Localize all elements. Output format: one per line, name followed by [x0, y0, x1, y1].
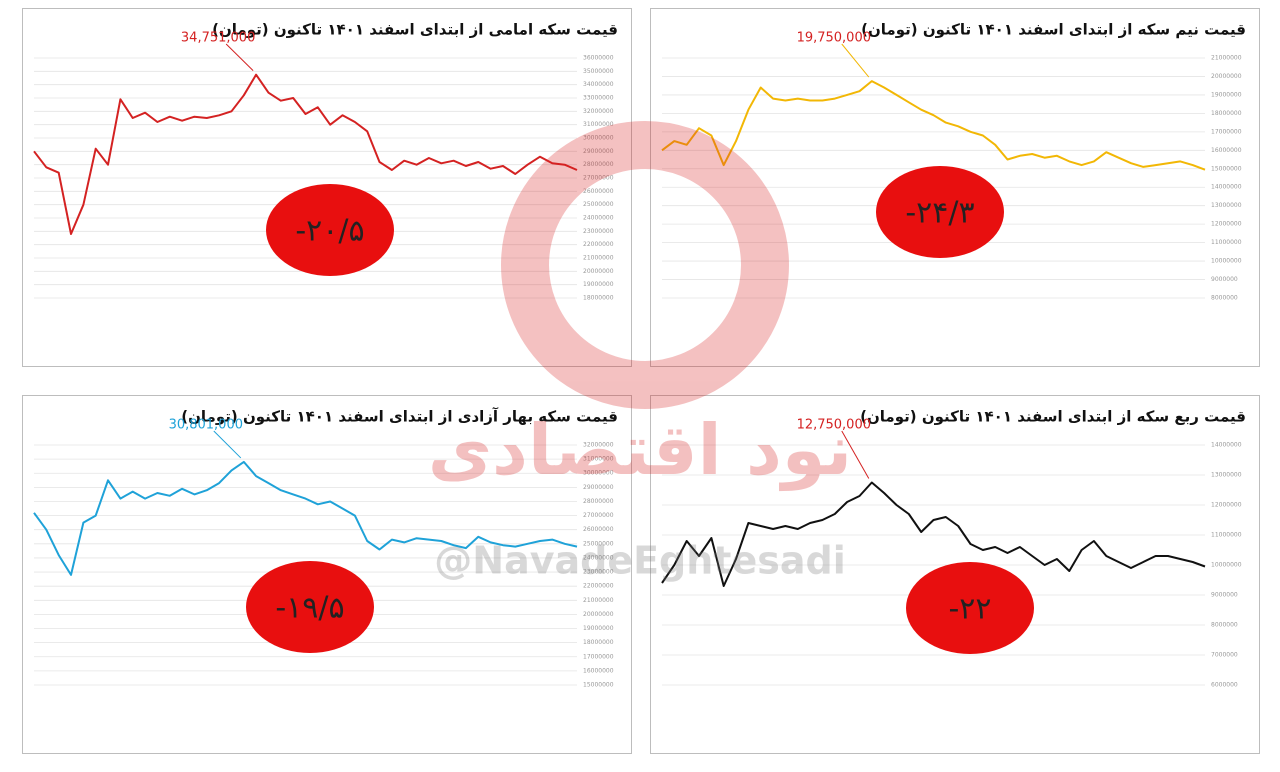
y-tick-label: 17000000 — [1211, 128, 1242, 135]
y-tick-label: 21000000 — [583, 597, 614, 604]
y-tick-label: 32000000 — [583, 442, 614, 449]
y-tick-label: 17000000 — [583, 653, 614, 660]
y-tick-label: 35000000 — [583, 68, 614, 75]
y-tick-label: 15000000 — [583, 682, 614, 689]
peak-arrow — [213, 430, 242, 459]
y-tick-label: 24000000 — [583, 215, 614, 222]
y-tick-label: 20000000 — [1211, 73, 1242, 80]
y-tick-label: 12000000 — [1211, 502, 1242, 509]
y-tick-label: 27000000 — [583, 512, 614, 519]
change-badge — [906, 562, 1034, 654]
y-tick-label: 25000000 — [583, 540, 614, 547]
peak-label: 12,750,000 — [797, 418, 871, 433]
y-tick-label: 33000000 — [583, 95, 614, 102]
change-badge — [266, 184, 394, 276]
chart-title: قیمت سکه امامی از ابتدای اسفند ۱۴۰۱ تاکن… — [212, 21, 618, 39]
y-tick-label: 36000000 — [583, 55, 614, 62]
y-tick-label: 27000000 — [583, 175, 614, 182]
change-label: -۲۲ — [948, 592, 991, 627]
price-line — [661, 481, 1206, 587]
y-tick-label: 23000000 — [583, 228, 614, 235]
y-tick-label: 20000000 — [583, 611, 614, 618]
panels: قیمت سکه امامی از ابتدای اسفند ۱۴۰۱ تاکن… — [22, 8, 1260, 754]
y-tick-label: 32000000 — [583, 108, 614, 115]
y-tick-label: 8000000 — [1211, 622, 1238, 629]
watermark-logo — [501, 121, 789, 409]
y-tick-label: 21000000 — [583, 255, 614, 262]
y-tick-label: 14000000 — [1211, 442, 1242, 449]
y-tick-label: 19000000 — [583, 281, 614, 288]
y-tick-label: 16000000 — [1211, 147, 1242, 154]
y-tick-label: 22000000 — [583, 241, 614, 248]
price-line — [33, 73, 578, 235]
y-tick-label: 31000000 — [583, 456, 614, 463]
y-tick-label: 11000000 — [1211, 532, 1242, 539]
chart-panel: قیمت ربع سکه از ابتدای اسفند ۱۴۰۱ تاکنون… — [650, 395, 1260, 754]
change-badge — [246, 561, 374, 653]
y-tick-label: 24000000 — [583, 554, 614, 561]
y-tick-label: 6000000 — [1211, 682, 1238, 689]
change-label: -۲۴/۳ — [905, 196, 974, 231]
price-line — [33, 460, 578, 576]
peak-arrow — [225, 43, 254, 72]
watermark-handle: @NavadeEghtesadi — [434, 539, 845, 583]
y-tick-label: 15000000 — [1211, 165, 1242, 172]
y-tick-label: 30000000 — [583, 470, 614, 477]
y-tick-label: 23000000 — [583, 569, 614, 576]
peak-arrow — [841, 43, 870, 78]
y-tick-label: 29000000 — [583, 484, 614, 491]
change-label: -۱۹/۵ — [275, 591, 344, 626]
change-label: -۲۰/۵ — [295, 214, 364, 249]
y-tick-label: 13000000 — [1211, 202, 1242, 209]
chart-panel: قیمت سکه بهار آزادی از ابتدای اسفند ۱۴۰۱… — [22, 395, 632, 754]
chart-title: قیمت نیم سکه از ابتدای اسفند ۱۴۰۱ تاکنون… — [861, 21, 1246, 39]
y-tick-label: 14000000 — [1211, 184, 1242, 191]
peak-label: 19,750,000 — [797, 31, 871, 46]
y-tick-label: 22000000 — [583, 583, 614, 590]
y-tick-label: 25000000 — [583, 201, 614, 208]
y-tick-label: 26000000 — [583, 188, 614, 195]
y-tick-label: 8000000 — [1211, 295, 1238, 302]
y-tick-label: 16000000 — [583, 667, 614, 674]
y-tick-label: 29000000 — [583, 148, 614, 155]
y-tick-label: 9000000 — [1211, 592, 1238, 599]
watermark: نود اقتصادی @NavadeEghtesadi — [428, 121, 852, 583]
watermark-logo-text: نود اقتصادی — [428, 409, 852, 491]
y-tick-label: 18000000 — [583, 639, 614, 646]
y-tick-label: 20000000 — [583, 268, 614, 275]
y-tick-label: 18000000 — [1211, 110, 1242, 117]
y-tick-label: 10000000 — [1211, 258, 1242, 265]
peak-arrow — [841, 430, 870, 479]
y-tick-label: 26000000 — [583, 526, 614, 533]
y-tick-label: 28000000 — [583, 161, 614, 168]
y-tick-label: 13000000 — [1211, 472, 1242, 479]
y-tick-label: 11000000 — [1211, 239, 1242, 246]
y-tick-label: 30000000 — [583, 135, 614, 142]
y-tick-label: 9000000 — [1211, 276, 1238, 283]
peak-label: 34,751,000 — [181, 31, 255, 46]
y-tick-label: 21000000 — [1211, 55, 1242, 62]
peak-label: 30,801,000 — [169, 418, 243, 433]
change-badge — [876, 166, 1004, 258]
y-tick-label: 18000000 — [583, 295, 614, 302]
y-tick-label: 12000000 — [1211, 221, 1242, 228]
price-line — [661, 80, 1206, 171]
y-tick-label: 7000000 — [1211, 652, 1238, 659]
chart-title: قیمت سکه بهار آزادی از ابتدای اسفند ۱۴۰۱… — [181, 408, 618, 426]
y-tick-label: 28000000 — [583, 498, 614, 505]
y-tick-label: 31000000 — [583, 121, 614, 128]
chart-title: قیمت ربع سکه از ابتدای اسفند ۱۴۰۱ تاکنون… — [860, 408, 1246, 426]
y-tick-label: 19000000 — [583, 625, 614, 632]
y-tick-label: 10000000 — [1211, 562, 1242, 569]
y-tick-label: 34000000 — [583, 81, 614, 88]
y-tick-label: 19000000 — [1211, 91, 1242, 98]
chart-panel: قیمت نیم سکه از ابتدای اسفند ۱۴۰۱ تاکنون… — [650, 8, 1260, 367]
chart-panel: قیمت سکه امامی از ابتدای اسفند ۱۴۰۱ تاکن… — [22, 8, 632, 367]
